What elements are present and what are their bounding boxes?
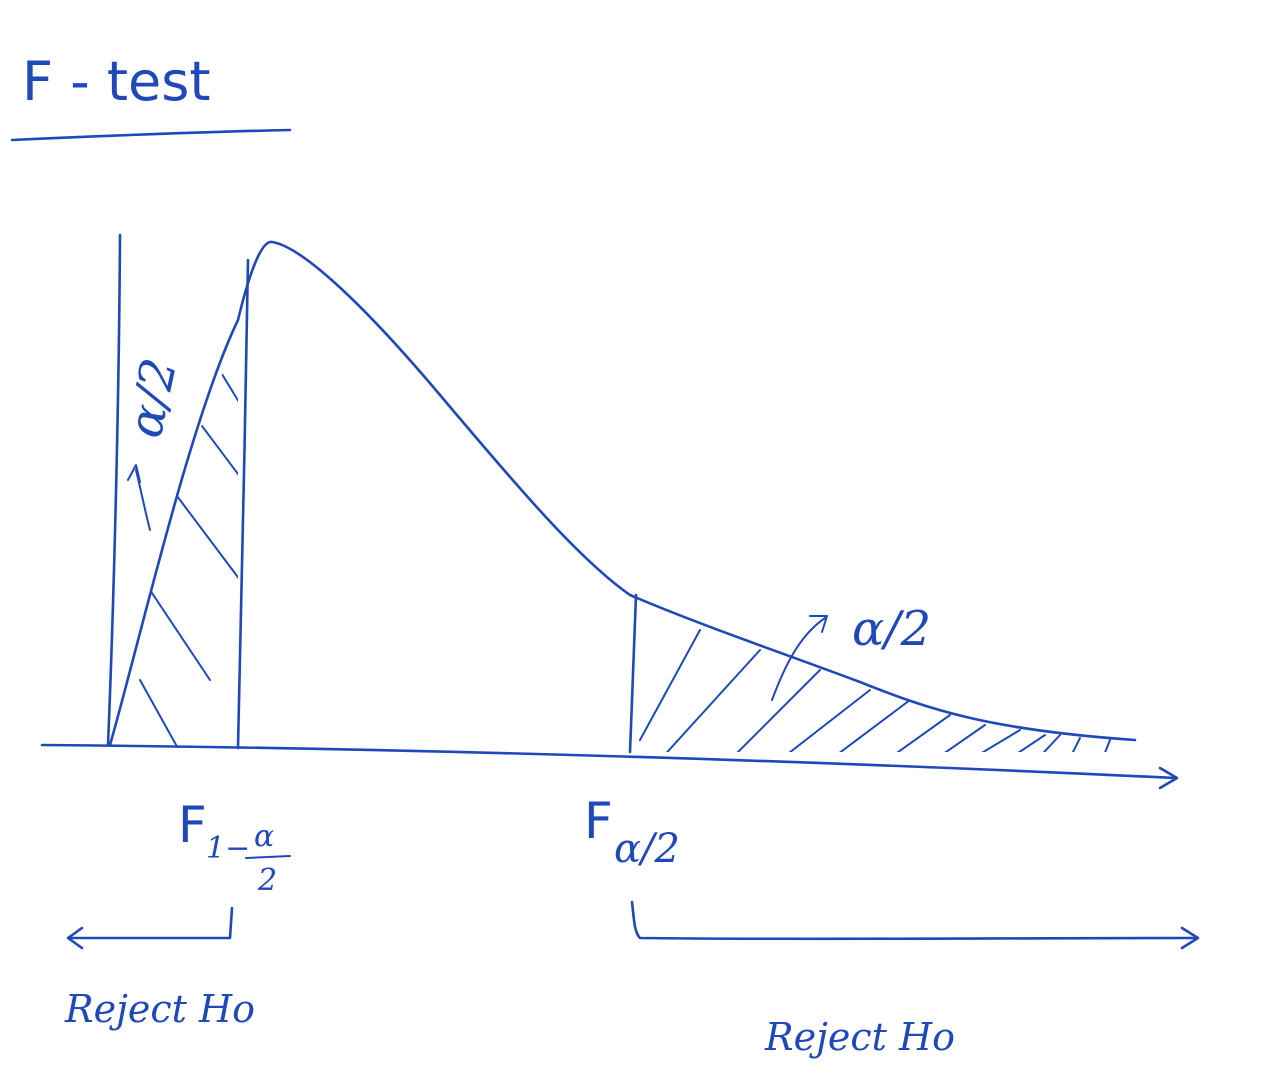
title-underline: [10, 128, 292, 142]
y-axis: [106, 233, 122, 747]
right-critical-line: [628, 593, 638, 754]
right-area-label: α/2: [852, 601, 931, 657]
left-reject-label: Reject Ho: [64, 987, 255, 1031]
left-critical-line: [236, 258, 250, 750]
left-critical-symbol: F: [178, 796, 207, 854]
title: F - test: [22, 50, 211, 113]
x-axis-arrowhead: [1158, 766, 1179, 790]
left-critical-frac-den: 2: [257, 863, 277, 898]
left-critical-frac-num: α: [254, 819, 274, 854]
left-critical-subscript: 1−: [206, 831, 250, 866]
x-axis: [40, 743, 1177, 780]
right-critical-symbol: F: [584, 792, 613, 850]
left-area-arrow: [135, 469, 151, 531]
left-area-label: α/2: [117, 353, 188, 442]
f-distribution-curve: [108, 240, 1137, 747]
right-tail-hatching: [639, 629, 1111, 752]
left-reject-arrowhead: [66, 926, 84, 950]
right-reject-arrowhead: [1180, 926, 1200, 950]
left-area-arrowhead: [127, 464, 141, 483]
right-area-arrow: [771, 617, 826, 701]
right-critical-subscript: α/2: [614, 826, 680, 872]
right-area-arrowhead: [809, 615, 828, 633]
right-reject-label: Reject Ho: [764, 1015, 955, 1059]
left-critical-frac-bar: [245, 855, 291, 859]
left-reject-bracket: [68, 906, 234, 940]
right-reject-bracket: [630, 900, 1197, 941]
